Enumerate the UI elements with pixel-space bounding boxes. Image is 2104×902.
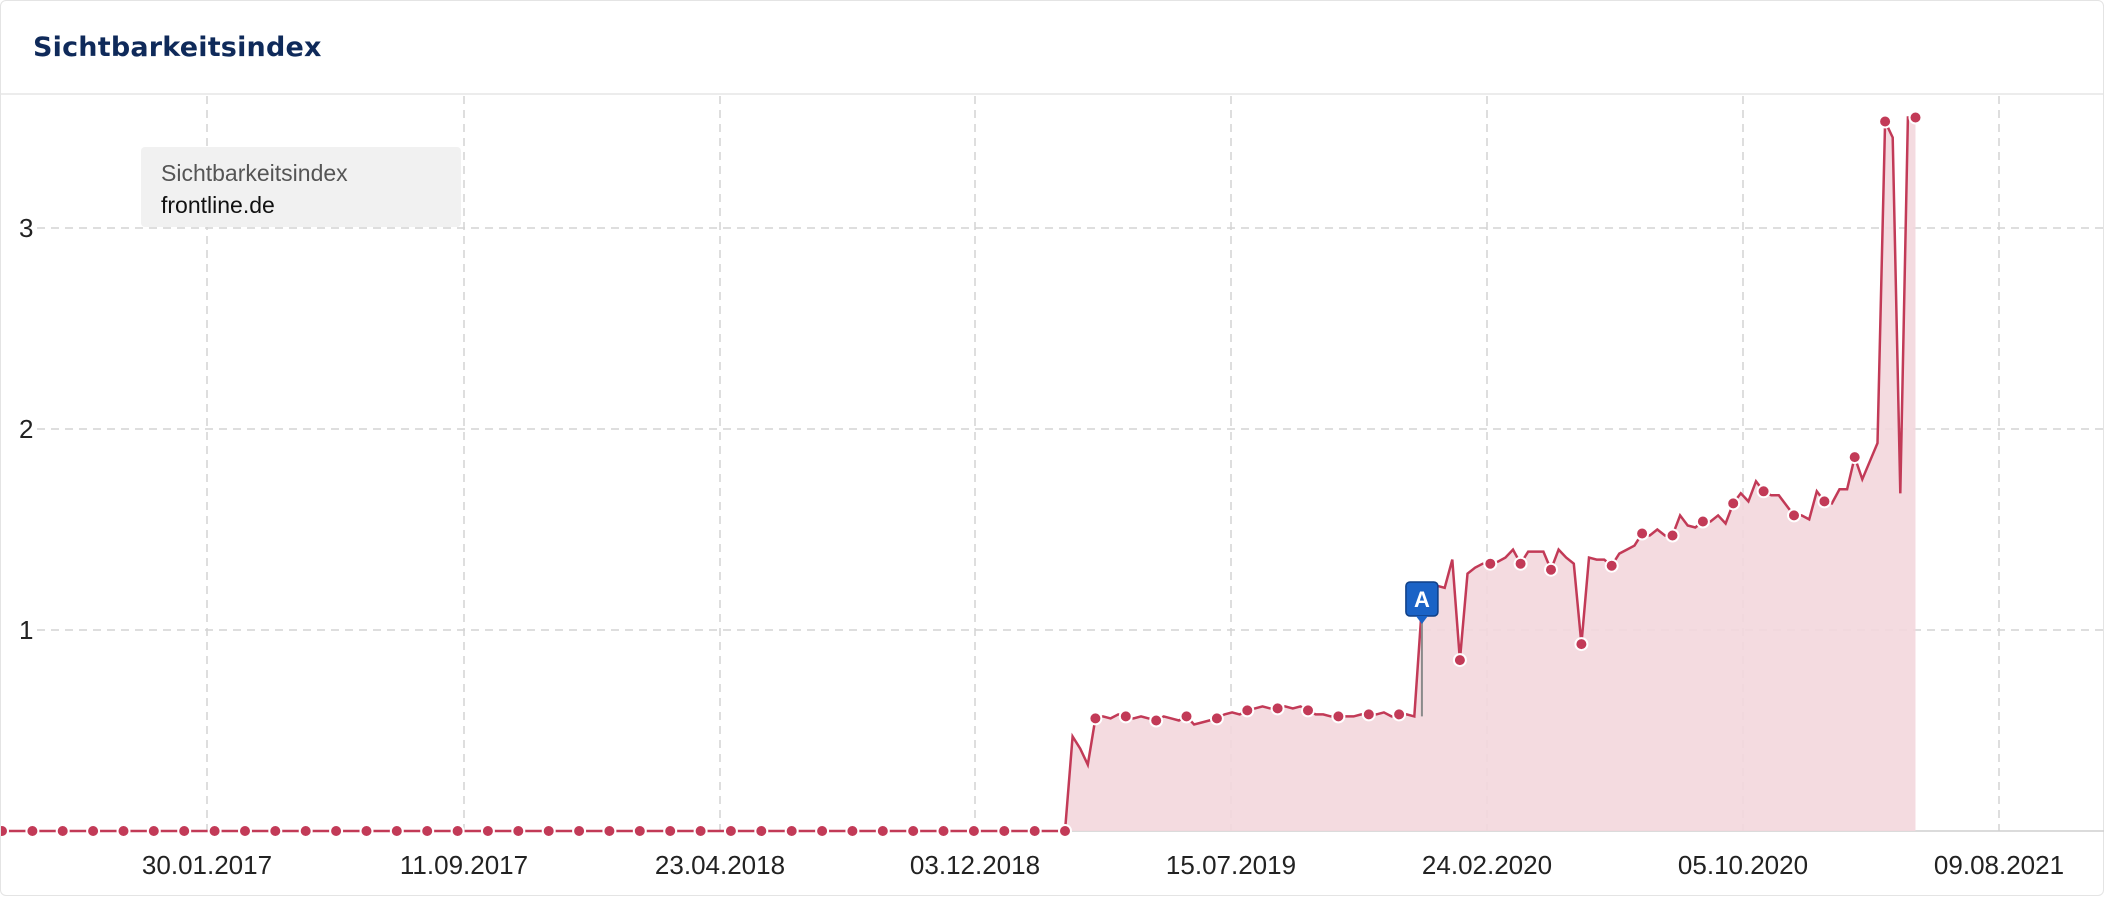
data-point xyxy=(55,824,70,838)
data-point xyxy=(1027,824,1042,838)
data-point xyxy=(845,824,860,838)
data-point xyxy=(906,824,921,838)
card-header: Sichtbarkeitsindex xyxy=(1,1,2103,95)
data-point xyxy=(966,824,981,838)
y-tick-label: 1 xyxy=(19,615,33,645)
data-point xyxy=(207,824,222,838)
data-point xyxy=(1270,701,1285,716)
y-tick-label: 2 xyxy=(19,414,33,444)
data-point xyxy=(1331,709,1346,724)
data-point xyxy=(268,824,283,838)
x-tick-label: 09.08.2021 xyxy=(1934,850,2064,880)
data-point xyxy=(997,824,1012,838)
x-tick-label: 11.09.2017 xyxy=(400,850,528,880)
data-point xyxy=(1756,484,1771,499)
data-point xyxy=(1878,114,1893,129)
annotation-marker[interactable]: A xyxy=(1405,581,1439,717)
data-point xyxy=(1604,558,1619,573)
data-point xyxy=(511,824,526,838)
data-point xyxy=(1847,450,1862,465)
data-point xyxy=(1908,110,1923,125)
data-point xyxy=(1149,713,1164,728)
data-point xyxy=(632,824,647,838)
chart-area[interactable]: 1 2 3 30.01.2017 11.09.2017 23.04.2018 03.12.… xyxy=(0,96,2104,897)
data-point xyxy=(298,824,313,838)
legend-title: Sichtbarkeitsindex xyxy=(161,160,348,186)
legend-domain[interactable]: frontline.de xyxy=(161,192,275,218)
data-point xyxy=(1392,707,1407,722)
data-point xyxy=(480,824,495,838)
x-tick-label: 05.10.2020 xyxy=(1678,850,1808,880)
data-point xyxy=(815,824,830,838)
data-point xyxy=(1695,514,1710,529)
data-point xyxy=(693,824,708,838)
annotation-label: A xyxy=(1414,587,1430,612)
data-point xyxy=(238,824,252,838)
chart-legend: Sichtbarkeitsindex frontline.de xyxy=(141,147,461,227)
x-tick-label: 23.04.2018 xyxy=(655,850,785,880)
data-point xyxy=(602,824,617,838)
data-point xyxy=(1179,709,1194,724)
data-point xyxy=(177,824,192,838)
card-title: Sichtbarkeitsindex xyxy=(33,31,322,63)
data-point xyxy=(875,824,890,838)
y-tick-label: 3 xyxy=(19,213,33,243)
data-point xyxy=(420,824,435,838)
event-annotations: A xyxy=(1405,581,1439,717)
data-point xyxy=(1088,711,1103,726)
x-tick-label: 24.02.2020 xyxy=(1422,850,1552,880)
data-point xyxy=(784,824,799,838)
data-point xyxy=(0,824,9,838)
data-point xyxy=(1118,709,1133,724)
series-area-fill xyxy=(0,117,1916,831)
data-point xyxy=(723,824,738,838)
data-point xyxy=(1726,496,1741,511)
annotation-pointer xyxy=(1415,616,1428,624)
data-point xyxy=(329,824,344,838)
data-point xyxy=(1058,824,1072,838)
data-point xyxy=(450,824,465,838)
data-point xyxy=(1574,637,1589,652)
data-point xyxy=(146,824,161,838)
data-point xyxy=(541,824,556,838)
visibility-chart[interactable]: 1 2 3 30.01.2017 11.09.2017 23.04.2018 03.12.… xyxy=(0,96,2104,897)
x-tick-label: 03.12.2018 xyxy=(910,850,1040,880)
data-point xyxy=(754,824,769,838)
data-point xyxy=(1787,508,1801,523)
data-point xyxy=(1513,556,1528,571)
data-point xyxy=(1483,556,1498,571)
data-point xyxy=(86,824,101,838)
data-point xyxy=(936,824,951,838)
x-tick-label: 30.01.2017 xyxy=(142,850,272,880)
data-point xyxy=(1361,707,1376,722)
y-tick-labels: 1 2 3 xyxy=(19,213,33,645)
data-point xyxy=(389,824,404,838)
x-tick-label: 15.07.2019 xyxy=(1166,850,1296,880)
data-point xyxy=(1452,653,1467,668)
data-point xyxy=(1665,528,1680,543)
data-point xyxy=(116,824,131,838)
data-point xyxy=(1817,494,1832,509)
data-point xyxy=(1209,711,1224,726)
data-point xyxy=(25,824,40,838)
data-point xyxy=(572,824,587,838)
data-point xyxy=(359,824,374,838)
data-point xyxy=(1240,703,1255,718)
data-point xyxy=(663,824,678,838)
data-point xyxy=(1544,562,1558,577)
data-point xyxy=(1635,526,1650,541)
x-tick-labels: 30.01.2017 11.09.2017 23.04.2018 03.12.2018… xyxy=(142,850,2064,880)
data-point xyxy=(1301,703,1315,718)
